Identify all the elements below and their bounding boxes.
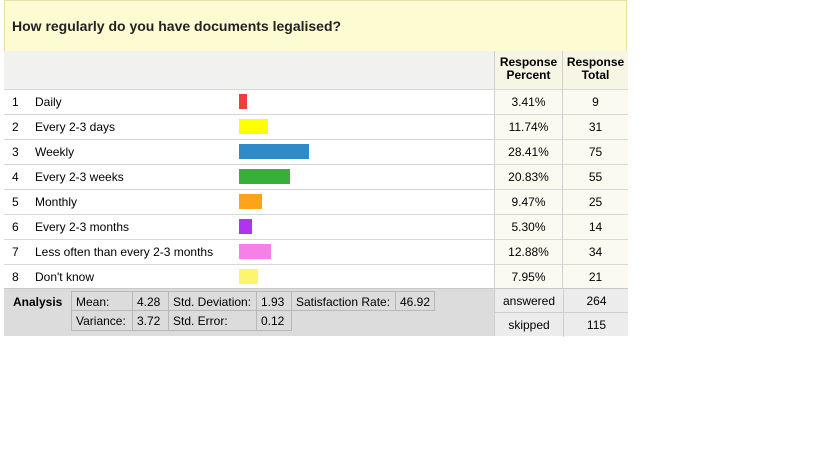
response-row: 6 Every 2-3 months 5.30% 14 [4,214,628,239]
response-bar [239,144,309,159]
skipped-label: skipped [508,318,550,332]
row-number: 8 [12,270,19,284]
analysis-panel: Analysis Mean: 4.28 Std. Deviation: 1.93… [4,288,494,336]
std-deviation-value: 1.93 [257,291,292,311]
answer-option-label: Daily [35,95,62,109]
answer-option-label: Weekly [35,145,75,159]
response-bar [239,194,262,209]
std-deviation-label: Std. Deviation: [169,291,257,311]
response-percent: 20.83% [494,165,562,189]
response-total: 75 [562,140,628,164]
response-row: 1 Daily 3.41% 9 [4,89,628,114]
response-bar [239,269,258,284]
response-row: 3 Weekly 28.41% 75 [4,139,628,164]
mean-label: Mean: [71,291,133,311]
response-bar [239,244,271,259]
response-total: 34 [562,240,628,264]
response-percent: 28.41% [494,140,562,164]
satisfaction-rate-value: 46.92 [396,291,435,311]
response-total: 25 [562,190,628,214]
response-percent: 7.95% [494,265,562,289]
row-number: 2 [12,120,19,134]
response-total-header: Response Total [562,51,628,89]
row-number: 1 [12,95,19,109]
analysis-label: Analysis [13,295,63,309]
answer-option-label: Every 2-3 weeks [35,170,124,184]
answered-label: answered [502,294,556,308]
skipped-summary: skipped 115 [494,312,629,337]
survey-results: How regularly do you have documents lega… [4,0,629,337]
satisfaction-rate-label: Satisfaction Rate: [292,291,396,311]
answer-option-label: Don't know [35,270,94,284]
response-percent: 11.74% [494,115,562,139]
skipped-count: 115 [563,313,629,337]
answer-option-label: Monthly [35,195,78,209]
question-title: How regularly do you have documents lega… [12,18,342,34]
row-number: 4 [12,170,19,184]
answer-option-label: Every 2-3 months [35,220,130,234]
response-bar [239,94,247,109]
response-row: 2 Every 2-3 days 11.74% 31 [4,114,628,139]
variance-label: Variance: [71,311,133,331]
response-percent: 9.47% [494,190,562,214]
response-total: 9 [562,90,628,114]
response-total: 55 [562,165,628,189]
response-bar [239,119,268,134]
row-number: 5 [12,195,19,209]
response-percent-header: Response Percent [494,51,562,89]
response-row: 7 Less often than every 2-3 months 12.88% 3… [4,239,628,264]
question-header: How regularly do you have documents lega… [4,0,627,51]
row-number: 6 [12,220,19,234]
response-row: 5 Monthly 9.47% 25 [4,189,628,214]
response-percent: 5.30% [494,215,562,239]
answer-option-label: Less often than every 2-3 months [35,245,214,259]
variance-value: 3.72 [133,311,169,331]
response-row: 8 Don't know 7.95% 21 [4,264,628,289]
row-number: 3 [12,145,19,159]
row-number: 7 [12,245,19,259]
response-percent: 12.88% [494,240,562,264]
mean-value: 4.28 [133,291,169,311]
response-percent: 3.41% [494,90,562,114]
response-bar [239,219,252,234]
answered-summary: answered 264 [494,288,629,313]
std-error-value: 0.12 [257,311,292,331]
answered-count: 264 [563,289,629,313]
answer-option-label: Every 2-3 days [35,120,116,134]
analysis-stats: Mean: 4.28 Std. Deviation: 1.93 Satisfac… [71,291,435,331]
std-error-label: Std. Error: [169,311,257,331]
response-total: 21 [562,265,628,289]
response-bar [239,169,290,184]
column-header-row: Response Percent Response Total [4,51,628,89]
response-total: 14 [562,215,628,239]
response-total: 31 [562,115,628,139]
response-row: 4 Every 2-3 weeks 20.83% 55 [4,164,628,189]
